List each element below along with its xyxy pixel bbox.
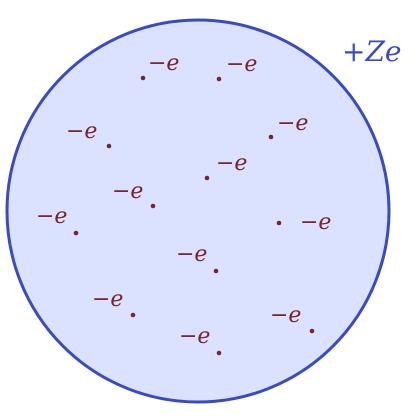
electron-dot [140,75,146,81]
electron: −e [112,179,156,209]
electron: −e [268,111,308,140]
electron-label: −e [148,51,179,76]
electron-label: −e [300,210,331,235]
electron-label: −e [92,287,123,312]
electron: −e [216,52,257,82]
electron-dot [213,268,219,274]
electron-dot [73,230,79,236]
electron-dot [130,312,136,318]
electron-label: −e [66,119,97,144]
electron: −e [66,119,112,149]
electron: −e [204,151,247,181]
electron: −e [92,287,136,318]
electrons-layer: −e −e −e −e −e −e −e −e −e −e −e −e [36,51,331,356]
electron-label: −e [216,151,247,176]
positive-sphere [5,18,391,404]
electron-dot [309,328,315,334]
electron-label: −e [179,324,210,349]
electron: −e [276,210,331,235]
electron: −e [140,51,179,81]
electron-dot [276,220,282,226]
electron-dot [150,203,156,209]
electron: −e [176,242,219,274]
electron-dot [216,350,222,356]
electron-dot [268,134,274,140]
electron: −e [179,324,222,356]
electron-label: −e [36,204,67,229]
positive-charge-label: +Ze [342,35,402,68]
electron-label: −e [112,179,143,204]
electron-label: −e [226,52,257,77]
electron-label: −e [176,242,207,267]
electron-dot [106,143,112,149]
electron-label: −e [277,111,308,136]
electron-dot [216,76,222,82]
electron: −e [270,303,315,334]
electron-label: −e [270,303,301,328]
electron: −e [36,204,79,236]
electron-dot [204,175,210,181]
